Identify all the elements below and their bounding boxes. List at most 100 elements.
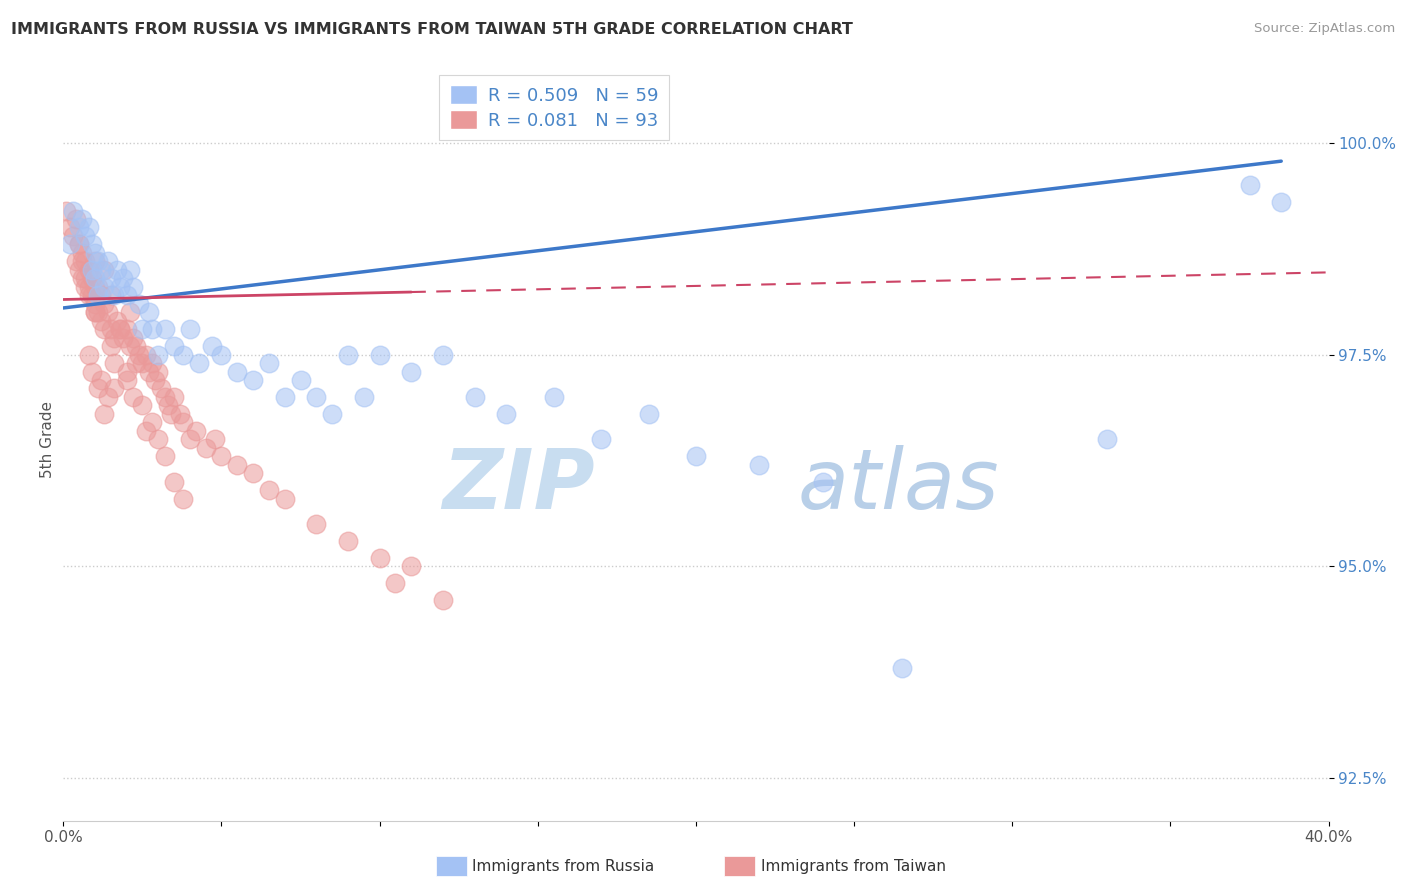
Point bbox=[96, 390, 118, 404]
Point bbox=[353, 390, 375, 404]
Point bbox=[65, 212, 87, 227]
Point bbox=[401, 365, 423, 379]
Point bbox=[148, 365, 170, 379]
Point bbox=[201, 339, 224, 353]
Point bbox=[211, 347, 233, 361]
Point bbox=[591, 432, 613, 446]
Point bbox=[93, 407, 115, 421]
Point bbox=[172, 491, 194, 506]
Point bbox=[77, 288, 100, 302]
Point bbox=[90, 373, 112, 387]
Point bbox=[110, 280, 132, 294]
Point bbox=[122, 330, 145, 344]
Legend: R = 0.509   N = 59, R = 0.081   N = 93: R = 0.509 N = 59, R = 0.081 N = 93 bbox=[439, 75, 669, 140]
Point bbox=[1270, 195, 1292, 210]
Point bbox=[70, 245, 93, 260]
Point bbox=[115, 288, 138, 302]
Point bbox=[1239, 178, 1261, 193]
Point bbox=[153, 449, 176, 463]
Point bbox=[96, 254, 118, 268]
Point bbox=[55, 203, 77, 218]
Point bbox=[90, 262, 112, 277]
Point bbox=[148, 347, 170, 361]
Point bbox=[141, 322, 163, 336]
Point bbox=[100, 339, 122, 353]
Point bbox=[1097, 432, 1119, 446]
Point bbox=[90, 313, 112, 327]
Point bbox=[118, 262, 141, 277]
Point bbox=[77, 347, 100, 361]
Point bbox=[93, 297, 115, 311]
Point bbox=[748, 458, 770, 472]
Point bbox=[172, 415, 194, 429]
Point bbox=[150, 382, 173, 396]
Point bbox=[211, 449, 233, 463]
Point bbox=[321, 407, 343, 421]
Point bbox=[384, 576, 406, 591]
Point bbox=[70, 212, 93, 227]
Point bbox=[105, 313, 128, 327]
Point bbox=[65, 254, 87, 268]
Point bbox=[77, 220, 100, 235]
Point bbox=[62, 228, 84, 243]
Point bbox=[58, 220, 80, 235]
Point bbox=[110, 322, 132, 336]
Point bbox=[274, 390, 297, 404]
Point bbox=[84, 297, 107, 311]
Point bbox=[153, 390, 176, 404]
Point bbox=[226, 365, 249, 379]
Point bbox=[84, 271, 107, 285]
Point bbox=[103, 330, 125, 344]
Point bbox=[337, 534, 360, 549]
Point bbox=[84, 305, 107, 319]
Point bbox=[80, 271, 103, 285]
Point bbox=[543, 390, 565, 404]
Point bbox=[80, 237, 103, 252]
Point bbox=[257, 356, 280, 370]
Point bbox=[62, 203, 84, 218]
Point bbox=[125, 339, 148, 353]
Text: Immigrants from Taiwan: Immigrants from Taiwan bbox=[761, 859, 946, 873]
Point bbox=[464, 390, 486, 404]
Point bbox=[122, 390, 145, 404]
Point bbox=[87, 305, 110, 319]
Point bbox=[58, 237, 80, 252]
Point bbox=[115, 322, 138, 336]
Point bbox=[75, 280, 97, 294]
Point bbox=[110, 322, 132, 336]
Point bbox=[90, 288, 112, 302]
Point bbox=[67, 262, 90, 277]
Point bbox=[890, 661, 912, 675]
Point bbox=[125, 356, 148, 370]
Point bbox=[105, 262, 128, 277]
Point bbox=[87, 288, 110, 302]
Point bbox=[84, 305, 107, 319]
Point bbox=[103, 356, 125, 370]
Point bbox=[685, 449, 707, 463]
Point bbox=[188, 356, 211, 370]
Text: ZIP: ZIP bbox=[441, 444, 595, 525]
Point bbox=[80, 365, 103, 379]
Point bbox=[115, 365, 138, 379]
Point bbox=[148, 432, 170, 446]
Y-axis label: 5th Grade: 5th Grade bbox=[39, 401, 55, 478]
Point bbox=[112, 271, 135, 285]
Point bbox=[93, 280, 115, 294]
Point bbox=[70, 254, 93, 268]
Point bbox=[87, 254, 110, 268]
Point bbox=[103, 288, 125, 302]
Point bbox=[169, 407, 191, 421]
Point bbox=[84, 245, 107, 260]
Point bbox=[103, 382, 125, 396]
Text: atlas: atlas bbox=[797, 444, 998, 525]
Point bbox=[179, 322, 201, 336]
Point bbox=[100, 288, 122, 302]
Point bbox=[67, 220, 90, 235]
Point bbox=[153, 322, 176, 336]
Point bbox=[163, 390, 186, 404]
Text: IMMIGRANTS FROM RUSSIA VS IMMIGRANTS FROM TAIWAN 5TH GRADE CORRELATION CHART: IMMIGRANTS FROM RUSSIA VS IMMIGRANTS FRO… bbox=[11, 22, 853, 37]
Point bbox=[100, 322, 122, 336]
Point bbox=[257, 483, 280, 497]
Point bbox=[290, 373, 312, 387]
Point bbox=[432, 347, 454, 361]
